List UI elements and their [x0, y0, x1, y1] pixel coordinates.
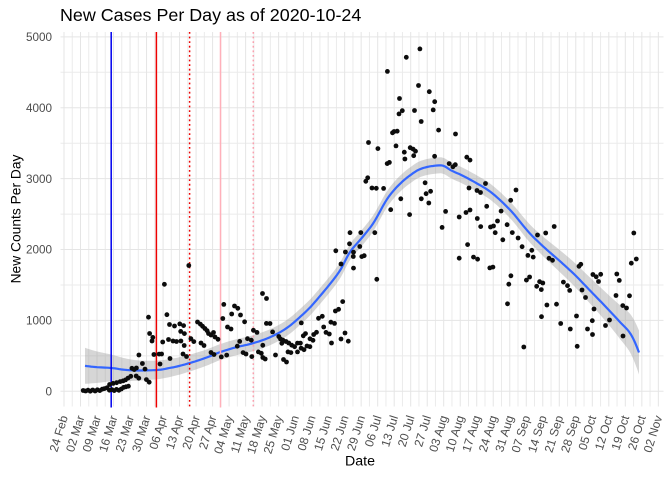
svg-text:5000: 5000 — [26, 31, 53, 44]
svg-text:4000: 4000 — [26, 102, 53, 115]
svg-text:2000: 2000 — [26, 244, 53, 257]
svg-text:3000: 3000 — [26, 173, 53, 186]
svg-text:1000: 1000 — [26, 315, 53, 328]
svg-text:New Counts Per Day: New Counts Per Day — [9, 154, 24, 283]
svg-text:New Cases Per Day as of 2020-1: New Cases Per Day as of 2020-10-24 — [60, 5, 361, 25]
svg-text:Date: Date — [345, 454, 375, 470]
svg-text:0: 0 — [45, 386, 52, 399]
